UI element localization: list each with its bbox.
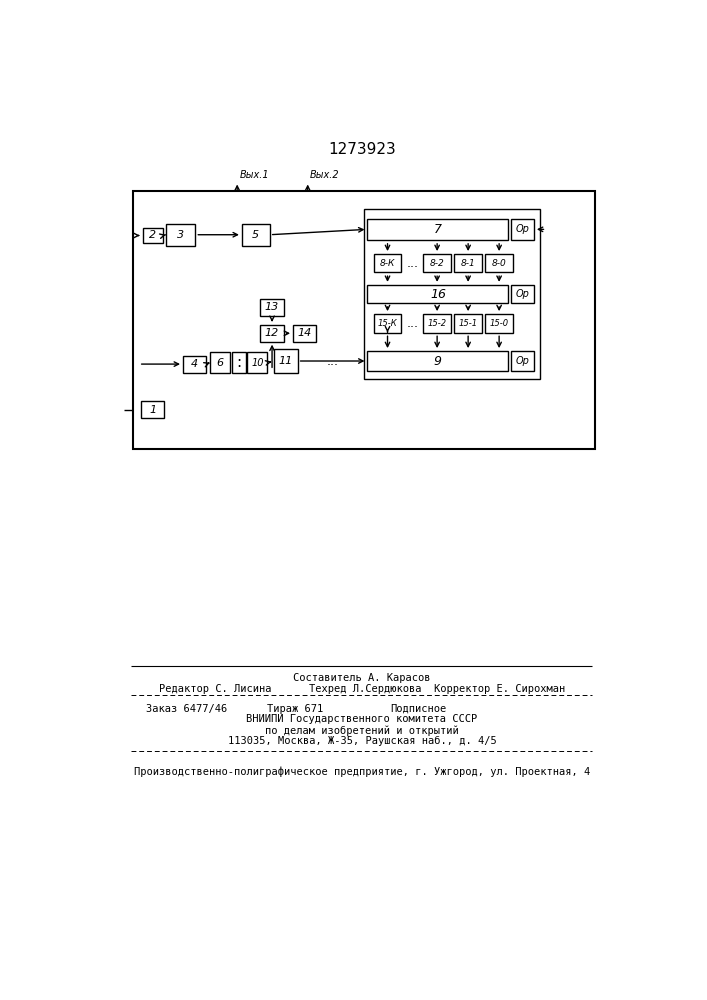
Text: 1: 1 [149,405,156,415]
Text: 6: 6 [216,358,223,368]
Bar [423,254,451,272]
Text: ВНИИПИ Государственного комитета СССР: ВНИИПИ Государственного комитета СССР [246,714,477,724]
Text: 8-0: 8-0 [492,259,506,268]
Text: Ор: Ор [515,356,530,366]
Text: ...: ... [327,355,339,368]
Bar [274,349,298,373]
Bar [485,254,513,272]
Text: 7: 7 [434,223,442,236]
Bar [510,351,534,371]
Text: 3: 3 [177,230,184,240]
Text: Ор: Ор [515,289,530,299]
Text: Вых.2: Вых.2 [310,170,339,180]
Bar [260,299,284,316]
Text: 8-1: 8-1 [461,259,476,268]
Bar [210,352,230,373]
Bar [368,351,508,371]
Text: 15-0: 15-0 [489,319,509,328]
Bar [232,352,246,373]
Bar [373,254,402,272]
Text: 15-2: 15-2 [428,319,447,328]
Text: 5: 5 [252,230,259,240]
Text: Подписное: Подписное [391,704,447,714]
Bar [485,314,513,333]
Bar [368,219,508,240]
Bar [141,401,164,418]
Bar [368,285,508,303]
Bar [183,356,206,373]
Text: Вых.1: Вых.1 [240,170,269,180]
Bar [454,254,482,272]
Text: Производственно-полиграфическое предприятие, г. Ужгород, ул. Проектная, 4: Производственно-полиграфическое предприя… [134,767,590,777]
Text: 16: 16 [430,288,446,301]
Text: Тираж 671: Тираж 671 [267,704,323,714]
Bar [143,228,163,243]
Text: 8-К: 8-К [380,259,395,268]
Text: Составитель А. Карасов: Составитель А. Карасов [293,673,431,683]
Bar [454,314,482,333]
Bar [242,224,270,246]
Text: 8-2: 8-2 [430,259,445,268]
Text: 2: 2 [149,231,156,240]
Text: 11: 11 [279,356,293,366]
Text: по делам изобретений и открытий: по делам изобретений и открытий [265,725,459,736]
Bar [134,191,595,449]
Text: 13: 13 [265,302,279,312]
Text: 12: 12 [265,328,279,338]
Text: 15-1: 15-1 [459,319,478,328]
Text: 9: 9 [434,355,442,368]
Text: :: : [236,355,241,370]
Text: Редактор С. Лисина      Техред Л.Сердюкова  Корректор Е. Сирохман: Редактор С. Лисина Техред Л.Сердюкова Ко… [159,684,565,694]
Text: 113035, Москва, Ж-35, Раушская наб., д. 4/5: 113035, Москва, Ж-35, Раушская наб., д. … [228,736,496,746]
Text: Заказ 6477/46: Заказ 6477/46 [146,704,228,714]
Text: Ор: Ор [515,224,530,234]
Bar [363,209,540,379]
Text: ...: ... [407,257,419,270]
Bar [293,325,316,342]
Bar [166,224,195,246]
Bar [510,285,534,303]
Bar [373,314,402,333]
Text: ...: ... [407,317,419,330]
Text: 14: 14 [298,328,312,338]
Bar [510,219,534,240]
Text: 10: 10 [251,358,264,368]
Text: 4: 4 [191,359,198,369]
Bar [247,352,267,373]
Text: 15-К: 15-К [378,319,397,328]
Text: 1273923: 1273923 [328,142,396,157]
Bar [423,314,451,333]
Bar [260,325,284,342]
